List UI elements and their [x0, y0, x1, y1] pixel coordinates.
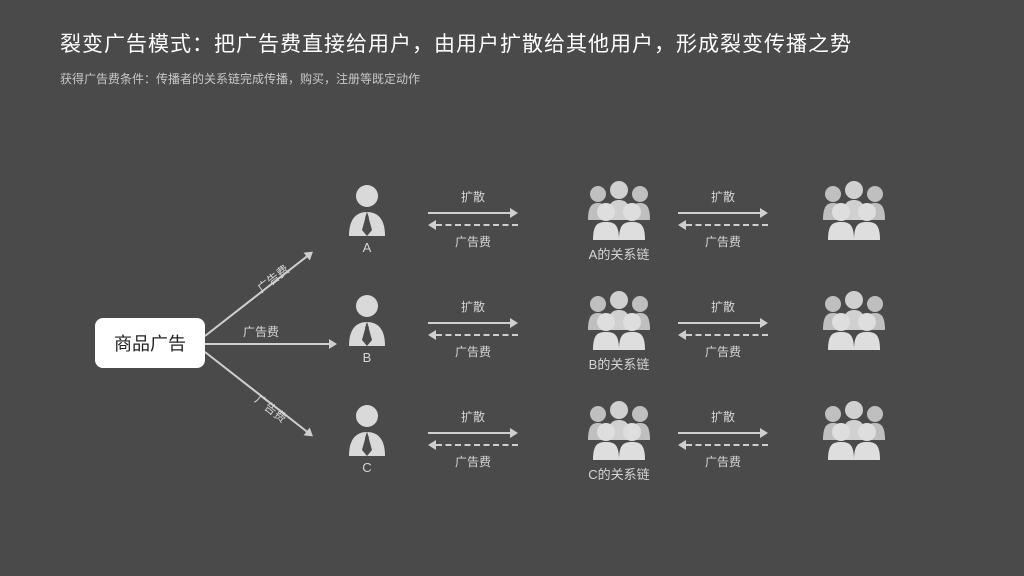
person-icon: [345, 184, 389, 236]
group-icon: [580, 400, 658, 460]
label-adfee: 广告费: [673, 343, 773, 360]
flow-a-chain-to-next: 扩散 广告费: [673, 188, 773, 250]
person-a-label: A: [345, 240, 389, 255]
arrow-source-to-b: [205, 343, 335, 345]
flow-a-to-chain: 扩散 广告费: [423, 188, 523, 250]
source-product-ad: 商品广告: [95, 318, 205, 368]
arrow-right-icon: [678, 427, 768, 439]
person-c: C: [345, 404, 389, 475]
group-icon: [580, 180, 658, 240]
label-adfee: 广告费: [423, 453, 523, 470]
group-c-next: [815, 400, 893, 460]
group-icon: [815, 400, 893, 460]
label-adfee: 广告费: [423, 233, 523, 250]
arrow-left-icon: [428, 329, 518, 341]
group-icon: [815, 180, 893, 240]
arrow-right-icon: [678, 207, 768, 219]
flow-c-chain-to-next: 扩散 广告费: [673, 408, 773, 470]
group-b-chain-label: B的关系链: [580, 354, 658, 373]
group-c-chain: C的关系链: [580, 400, 658, 483]
label-adfee: 广告费: [673, 453, 773, 470]
arrow-left-icon: [678, 439, 768, 451]
group-a-next: [815, 180, 893, 240]
label-source-adfee-c: 广告费: [252, 391, 291, 427]
group-icon: [580, 290, 658, 350]
label-spread: 扩散: [423, 298, 523, 315]
person-a: A: [345, 184, 389, 255]
label-spread: 扩散: [423, 188, 523, 205]
page-subtitle: 获得广告费条件：传播者的关系链完成传播，购买，注册等既定动作: [60, 70, 420, 87]
group-a-chain: A的关系链: [580, 180, 658, 263]
arrow-right-icon: [428, 207, 518, 219]
arrow-left-icon: [428, 219, 518, 231]
person-b-label: B: [345, 350, 389, 365]
person-b: B: [345, 294, 389, 365]
person-c-label: C: [345, 460, 389, 475]
flow-b-chain-to-next: 扩散 广告费: [673, 298, 773, 360]
label-spread: 扩散: [423, 408, 523, 425]
group-c-chain-label: C的关系链: [580, 464, 658, 483]
arrow-left-icon: [678, 329, 768, 341]
person-icon: [345, 404, 389, 456]
group-a-chain-label: A的关系链: [580, 244, 658, 263]
flow-b-to-chain: 扩散 广告费: [423, 298, 523, 360]
label-adfee: 广告费: [673, 233, 773, 250]
arrow-right-icon: [428, 427, 518, 439]
page-title: 裂变广告模式：把广告费直接给用户，由用户扩散给其他用户，形成裂变传播之势: [60, 28, 852, 58]
label-source-adfee-b: 广告费: [243, 323, 279, 340]
label-source-adfee-a: 广告费: [254, 261, 293, 297]
label-spread: 扩散: [673, 408, 773, 425]
group-b-chain: B的关系链: [580, 290, 658, 373]
label-spread: 扩散: [673, 298, 773, 315]
label-spread: 扩散: [673, 188, 773, 205]
flow-c-to-chain: 扩散 广告费: [423, 408, 523, 470]
source-label: 商品广告: [114, 330, 186, 356]
arrow-left-icon: [428, 439, 518, 451]
group-icon: [815, 290, 893, 350]
group-b-next: [815, 290, 893, 350]
person-icon: [345, 294, 389, 346]
arrow-right-icon: [678, 317, 768, 329]
arrow-right-icon: [428, 317, 518, 329]
label-adfee: 广告费: [423, 343, 523, 360]
arrow-left-icon: [678, 219, 768, 231]
